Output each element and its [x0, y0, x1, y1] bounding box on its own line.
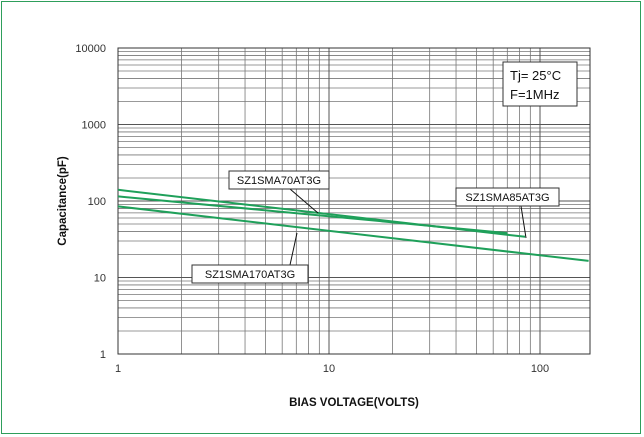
plot-border: [117, 47, 591, 355]
conditions-box: Tj= 25°C F=1MHz: [502, 61, 578, 107]
condition-frequency: F=1MHz: [510, 87, 559, 102]
x-tick-label: 100: [531, 363, 549, 375]
y-axis-title: Capacitance(pF): [57, 156, 69, 246]
x-axis-title: BIAS VOLTAGE(VOLTS): [289, 397, 419, 409]
y-tick-label: 1: [100, 349, 106, 361]
label-box-sz1sma70at3g: [228, 170, 330, 190]
series-lines: [117, 188, 589, 262]
y-tick-label: 100: [88, 196, 106, 208]
x-tick-labels: 1 10 100: [115, 363, 549, 375]
leader-line-sz1sma85at3g: [520, 205, 527, 239]
condition-temperature: Tj= 25°C: [510, 68, 561, 83]
y-tick-label: 10: [94, 273, 106, 285]
x-tick-label: 10: [323, 363, 335, 375]
conditions-box-border: [502, 61, 578, 107]
leader-line-sz1sma70at3g: [289, 188, 319, 214]
label-box-sz1sma170at3g: [191, 264, 309, 284]
label-sz1sma170at3g: SZ1SMA170AT3G: [205, 269, 295, 281]
label-sz1sma85at3g: SZ1SMA85AT3G: [465, 192, 549, 204]
series-annotations: SZ1SMA70AT3G SZ1SMA85AT3G SZ1SMA170AT3G: [191, 170, 560, 284]
series-line-sz1sma170at3g: [117, 205, 589, 262]
y-tick-labels: 1 10 100 1000 10000: [75, 43, 106, 361]
leader-line-sz1sma170at3g: [289, 232, 298, 266]
y-tick-label: 1000: [82, 120, 106, 132]
label-box-sz1sma85at3g: [455, 187, 560, 207]
series-line-sz1sma85at3g: [117, 188, 526, 238]
x-tick-label: 1: [115, 363, 121, 375]
y-tick-label: 10000: [75, 43, 106, 55]
label-sz1sma70at3g: SZ1SMA70AT3G: [237, 175, 321, 187]
